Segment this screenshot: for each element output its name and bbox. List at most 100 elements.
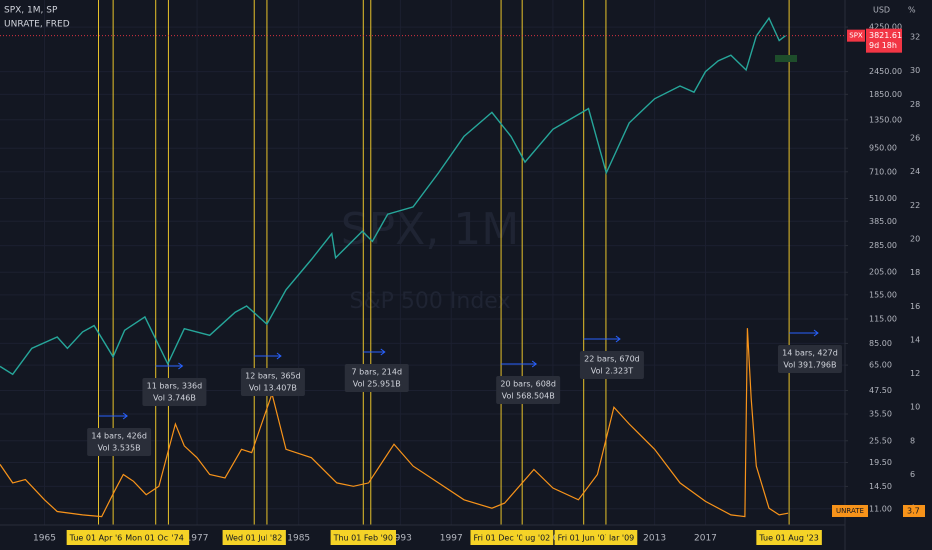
x-tick-label: 1977	[186, 534, 209, 544]
date-flag-label: Thu 01 Feb '90	[333, 534, 393, 543]
y-tick-label: 19.50	[869, 458, 892, 467]
measure-arrowhead	[615, 335, 621, 343]
y-tick-label: 2450.00	[869, 67, 902, 76]
y2-axis-unit: %	[908, 6, 916, 15]
y2-tick-label: 26	[910, 133, 920, 142]
measure-box	[496, 376, 561, 404]
y-tick-label: 1350.00	[869, 115, 902, 124]
overlay-title: UNRATE, FRED	[4, 20, 70, 30]
watermark-subtitle: S&P 500 Index	[350, 289, 511, 314]
price-tag-countdown: 9d 18h	[869, 41, 897, 50]
measure-label: 22 bars, 670d	[584, 355, 640, 364]
measure-box	[777, 345, 842, 373]
measure-arrowhead	[122, 412, 128, 420]
measure-label: 7 bars, 214d	[352, 368, 403, 377]
y2-tick-label: 16	[910, 302, 920, 311]
y-tick-label: 4250.00	[869, 23, 902, 32]
date-flag-box	[330, 530, 396, 545]
measure-label: 12 bars, 365d	[245, 372, 301, 381]
y-tick-label: 14.50	[869, 482, 892, 491]
series-line	[0, 16, 786, 376]
y2-tick-label: 8	[910, 436, 915, 445]
date-flag: '82	[266, 530, 286, 545]
x-tick-label: 1965	[33, 534, 56, 544]
y-tick-label: 47.50	[869, 386, 892, 395]
date-flag-box	[522, 530, 554, 545]
measure-arrowhead	[276, 352, 282, 360]
series-tag-value: 3.7	[907, 507, 920, 516]
date-flag-label: '82	[270, 534, 282, 543]
measure-volume: Vol 2.323T	[591, 367, 633, 376]
y2-tick-label: 18	[910, 268, 920, 277]
y-axis-unit: USD	[873, 6, 890, 15]
y-tick-label: 710.00	[869, 167, 897, 176]
y2-tick-label: 28	[910, 100, 920, 109]
measure-label: 20 bars, 608d	[500, 380, 556, 389]
date-flag-label: '74	[171, 534, 183, 543]
date-flag-label: Fri 01 Jun '07	[558, 534, 610, 543]
y2-tick-label: 6	[910, 470, 915, 479]
date-flag-label: lar '09	[609, 534, 634, 543]
y-axis-panel	[845, 0, 932, 550]
watermark-title: SPX, 1M	[341, 204, 520, 255]
date-flag-label: Tue 01 Apr '69	[69, 534, 128, 543]
x-tick-label: 2013	[643, 534, 666, 544]
measure-volume: Vol 25.951B	[353, 380, 401, 389]
date-flag-label: ug '02	[525, 534, 550, 543]
y-tick-label: 35.50	[869, 410, 892, 419]
date-flag-box	[266, 530, 286, 545]
x-tick-label: 1993	[389, 534, 412, 544]
date-flag: lar '09	[605, 530, 638, 545]
measure-box	[142, 378, 207, 406]
measure-label: 14 bars, 426d	[91, 432, 147, 441]
date-flag: Fri 01 Jun '07	[554, 530, 613, 545]
date-flag-box	[470, 530, 532, 545]
y-tick-label: 25.50	[869, 436, 892, 445]
x-tick-label: 1985	[287, 534, 310, 544]
y-tick-label: 285.00	[869, 241, 897, 250]
series-tag	[832, 505, 868, 517]
date-flag-label: Tue 01 Aug '23	[758, 534, 818, 543]
y2-tick-label: 30	[910, 66, 920, 75]
date-flag-box	[756, 530, 822, 545]
measure-label: 11 bars, 336d	[147, 382, 203, 391]
symbol-title: SPX, 1M, SP	[4, 6, 58, 16]
series-tag	[903, 505, 925, 517]
date-flag: Tue 01 Aug '23	[756, 530, 822, 545]
y-tick-label: 115.00	[869, 314, 897, 323]
y-tick-label: 385.00	[869, 217, 897, 226]
measure-volume: Vol 391.796B	[783, 361, 836, 370]
x-tick-label: 2017	[694, 534, 717, 544]
measure-volume: Vol 3.746B	[153, 394, 196, 403]
date-flag-label: Mon 01 Oct '73	[125, 534, 186, 543]
price-tag	[847, 29, 865, 42]
y2-tick-label: 10	[910, 403, 920, 412]
y-tick-label: 510.00	[869, 194, 897, 203]
y-tick-label: 155.00	[869, 290, 897, 299]
date-flag: Fri 01 Dec '00	[470, 530, 532, 545]
measure-box	[87, 428, 152, 456]
y-tick-label: 11.00	[869, 504, 892, 513]
series-line	[0, 328, 789, 518]
measure-volume: Vol 3.535B	[98, 444, 141, 453]
y-tick-label: 205.00	[869, 268, 897, 277]
measure-box	[344, 364, 409, 392]
x-tick-label: 1997	[440, 534, 463, 544]
volume-box	[775, 55, 797, 62]
date-flag: '74	[168, 530, 187, 545]
measure-box	[579, 351, 644, 379]
measure-arrowhead	[178, 362, 184, 370]
y-tick-label: 65.00	[869, 361, 892, 370]
date-flag-box	[554, 530, 613, 545]
date-flag: ug '02	[522, 530, 554, 545]
y2-tick-label: 24	[910, 167, 920, 176]
y2-tick-label: 22	[910, 201, 920, 210]
measure-arrowhead	[531, 360, 538, 368]
measure-arrowhead	[813, 329, 819, 337]
y-tick-label: 1850.00	[869, 90, 902, 99]
date-flag-box	[605, 530, 638, 545]
measure-arrowhead	[380, 348, 386, 356]
date-flag-box	[66, 530, 131, 545]
